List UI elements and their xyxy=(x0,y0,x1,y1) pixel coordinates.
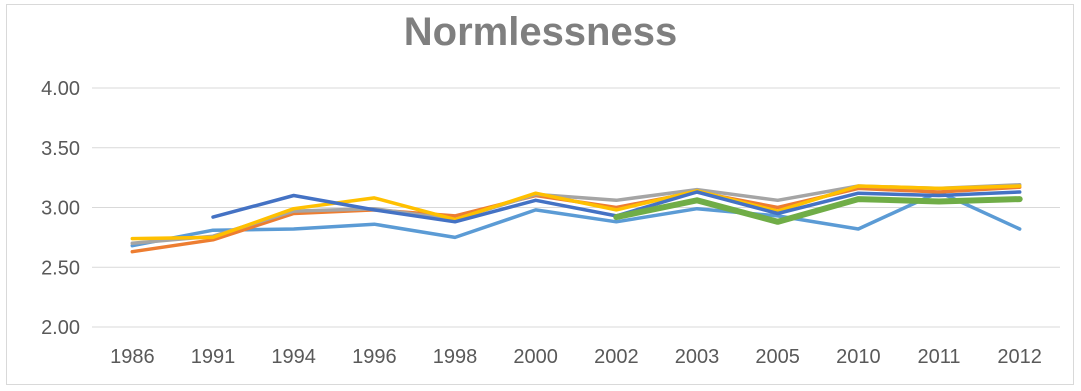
y-tick-label: 2.00 xyxy=(41,317,80,339)
x-tick-label: 2010 xyxy=(836,346,881,368)
x-tick-label: 2002 xyxy=(594,346,639,368)
series-line-6 xyxy=(613,196,1023,225)
y-tick-label: 3.00 xyxy=(41,198,80,220)
x-axis-tick-labels: 1986 1991 1994 1996 1998 2000 2002 2003 2005 2010… xyxy=(110,346,1042,368)
x-tick-label: 1998 xyxy=(433,346,478,368)
x-tick-label: 2005 xyxy=(755,346,800,368)
series-line-4 xyxy=(130,184,1022,241)
x-tick-label: 2003 xyxy=(675,346,720,368)
y-axis-tick-labels: 2.00 2.50 3.00 3.50 4.00 xyxy=(41,78,80,339)
y-tick-label: 4.00 xyxy=(41,78,80,100)
series-lines xyxy=(130,183,1023,254)
x-tick-label: 1994 xyxy=(271,346,316,368)
x-tick-label: 1991 xyxy=(191,346,236,368)
series-line-1 xyxy=(130,190,1022,248)
x-tick-label: 1986 xyxy=(110,346,155,368)
y-tick-label: 2.50 xyxy=(41,257,80,279)
x-tick-label: 2011 xyxy=(917,346,960,368)
x-tick-label: 2000 xyxy=(513,346,558,368)
x-tick-label: 1996 xyxy=(352,346,397,368)
y-tick-label: 3.50 xyxy=(41,138,80,160)
x-tick-label: 2012 xyxy=(997,346,1042,368)
chart-title: Normlessness xyxy=(403,10,678,54)
